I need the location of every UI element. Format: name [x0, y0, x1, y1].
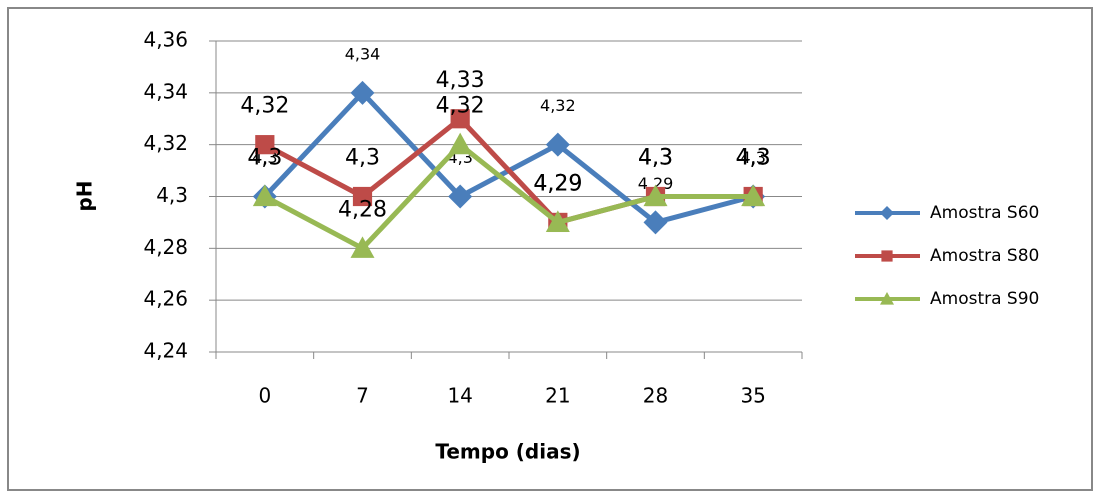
x-axis-title: Tempo (dias) — [435, 440, 580, 464]
legend-label: Amostra S90 — [930, 289, 1039, 309]
data-label: 4,34 — [345, 44, 381, 63]
legend-marker — [880, 206, 894, 220]
marker — [545, 132, 570, 157]
y-tick-label: 4,32 — [143, 131, 188, 155]
data-label: 4,3 — [736, 146, 771, 171]
data-label: 4,3 — [345, 146, 380, 171]
marker — [448, 184, 473, 209]
data-label: 4,32 — [240, 94, 289, 119]
y-tick-label: 4,34 — [143, 79, 188, 103]
data-label: 4,33 — [436, 68, 485, 93]
data-label: 4,3 — [638, 146, 673, 171]
marker — [545, 210, 570, 233]
x-tick-label: 35 — [740, 384, 765, 408]
marker — [643, 210, 668, 235]
series-line — [263, 142, 754, 251]
y-tick-label: 4,36 — [143, 28, 188, 52]
y-axis-title: pH — [73, 180, 97, 211]
y-tick-label: 4,28 — [143, 235, 188, 259]
x-tick-label: 21 — [545, 384, 570, 408]
y-tick-label: 4,3 — [156, 183, 188, 207]
legend-label: Amostra S80 — [930, 246, 1039, 266]
legend-marker — [880, 292, 894, 305]
marker — [352, 186, 373, 207]
data-label: 4,3 — [247, 146, 282, 171]
marker — [255, 135, 275, 155]
marker — [450, 109, 470, 129]
data-label: 4,32 — [540, 96, 576, 115]
legend-marker — [881, 250, 893, 262]
y-tick-label: 4,24 — [143, 339, 188, 363]
marker — [741, 184, 766, 207]
x-tick-label: 28 — [643, 384, 668, 408]
x-tick-label: 0 — [258, 384, 271, 408]
data-label: 4,29 — [533, 171, 582, 196]
data-label: 4,3 — [638, 146, 673, 171]
x-tick-label: 14 — [447, 384, 472, 408]
marker — [643, 184, 668, 207]
y-tick-label: 4,26 — [143, 287, 188, 311]
marker — [350, 80, 375, 105]
marker — [252, 184, 277, 207]
data-label: 4,28 — [338, 197, 387, 222]
marker — [448, 132, 473, 155]
data-label: 4,32 — [436, 94, 485, 119]
x-tick-label: 7 — [356, 384, 369, 408]
legend-label: Amostra S60 — [930, 203, 1039, 223]
data-label: 4,3 — [736, 146, 771, 171]
data-label: 4,3 — [740, 148, 765, 167]
marker — [350, 236, 375, 258]
data-label: 4,29 — [533, 171, 582, 196]
chart-frame — [7, 7, 1093, 491]
